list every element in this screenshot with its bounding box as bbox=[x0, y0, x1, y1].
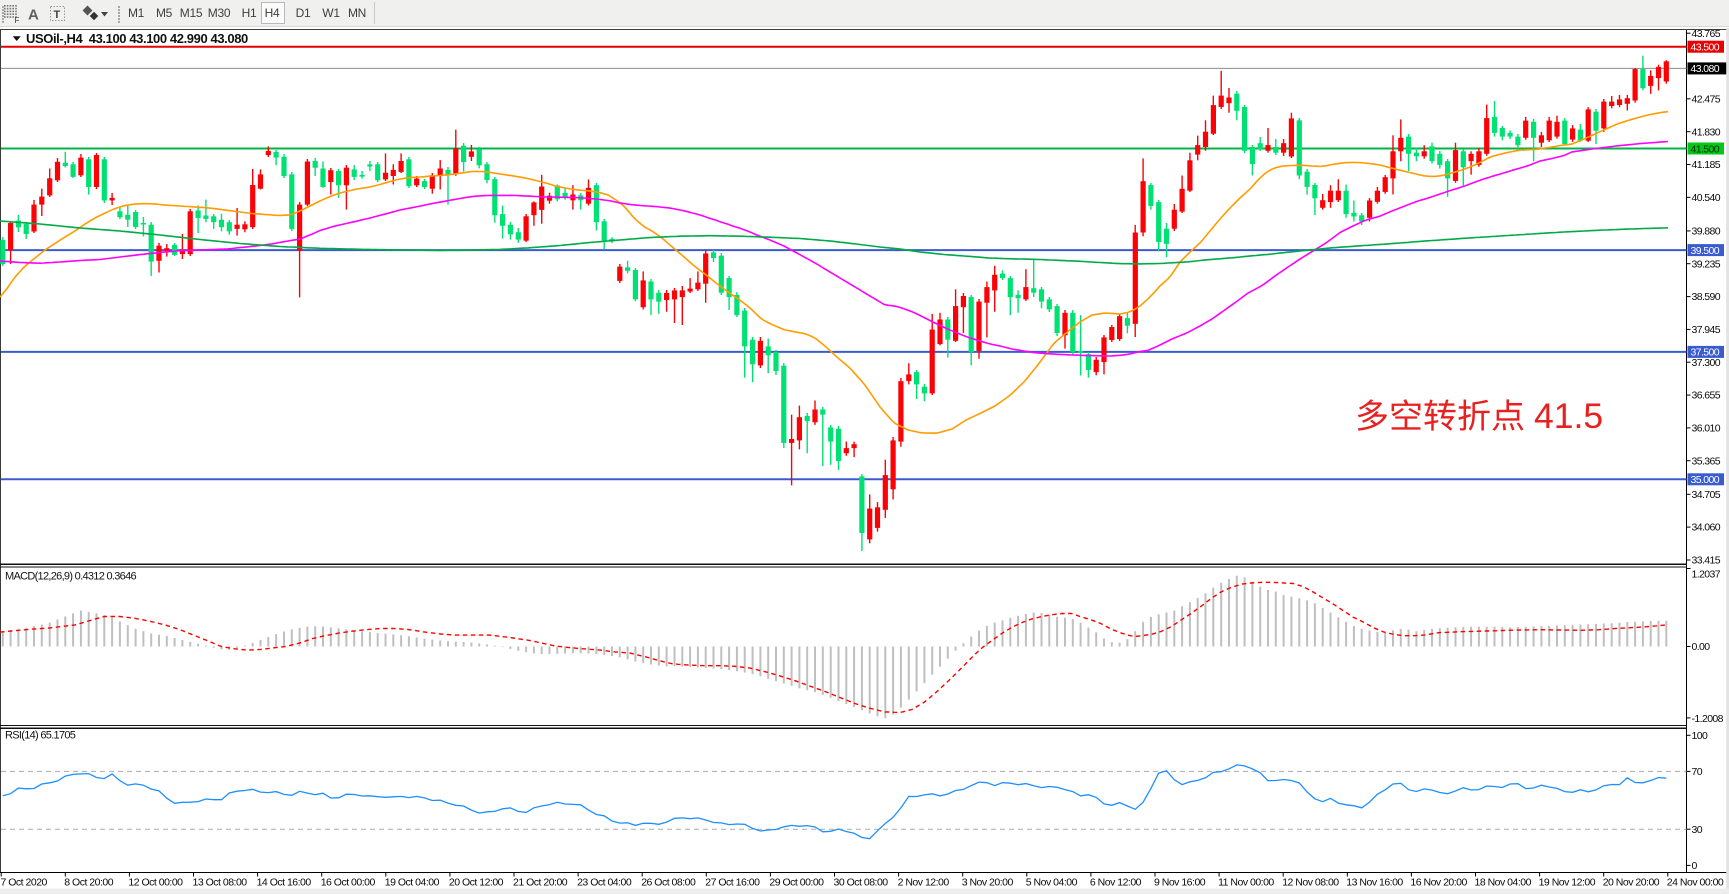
svg-text:43.500: 43.500 bbox=[1691, 42, 1720, 54]
svg-text:H1: H1 bbox=[242, 6, 257, 20]
svg-text:26 Oct 08:00: 26 Oct 08:00 bbox=[641, 877, 696, 889]
svg-text:8 Oct 20:00: 8 Oct 20:00 bbox=[64, 877, 113, 889]
svg-text:0.00: 0.00 bbox=[1692, 641, 1711, 653]
svg-text:29 Oct 00:00: 29 Oct 00:00 bbox=[769, 877, 824, 889]
svg-text:M1: M1 bbox=[128, 6, 145, 20]
svg-text:35.000: 35.000 bbox=[1691, 474, 1720, 486]
svg-text:5 Nov 04:00: 5 Nov 04:00 bbox=[1026, 877, 1078, 889]
svg-text:T: T bbox=[54, 9, 61, 21]
svg-text:20 Nov 20:00: 20 Nov 20:00 bbox=[1603, 877, 1660, 889]
svg-text:USOil-,H4 43.100 43.100 42.99: USOil-,H4 43.100 43.100 42.990 43.080 bbox=[26, 31, 248, 46]
svg-text:16 Oct 00:00: 16 Oct 00:00 bbox=[321, 877, 376, 889]
svg-text:40.540: 40.540 bbox=[1692, 192, 1721, 204]
svg-text:37.300: 37.300 bbox=[1692, 357, 1721, 369]
svg-text:23 Oct 04:00: 23 Oct 04:00 bbox=[577, 877, 632, 889]
svg-text:F: F bbox=[15, 16, 20, 25]
svg-text:13 Nov 16:00: 13 Nov 16:00 bbox=[1346, 877, 1403, 889]
svg-text:A: A bbox=[28, 7, 39, 24]
svg-text:34.705: 34.705 bbox=[1692, 489, 1721, 501]
svg-text:16 Nov 20:00: 16 Nov 20:00 bbox=[1410, 877, 1467, 889]
svg-text:43.080: 43.080 bbox=[1691, 63, 1720, 75]
svg-text:39.235: 39.235 bbox=[1692, 258, 1721, 270]
svg-text:34.060: 34.060 bbox=[1692, 522, 1721, 534]
svg-text:27 Oct 16:00: 27 Oct 16:00 bbox=[705, 877, 760, 889]
svg-text:W1: W1 bbox=[322, 6, 340, 20]
svg-text:36.010: 36.010 bbox=[1692, 423, 1721, 435]
svg-text:MN: MN bbox=[348, 6, 366, 20]
svg-text:M30: M30 bbox=[208, 6, 231, 20]
svg-text:11 Nov 00:00: 11 Nov 00:00 bbox=[1218, 877, 1274, 889]
svg-text:39.880: 39.880 bbox=[1692, 226, 1721, 238]
svg-text:3 Nov 20:00: 3 Nov 20:00 bbox=[962, 877, 1014, 889]
svg-text:20 Oct 12:00: 20 Oct 12:00 bbox=[449, 877, 504, 889]
svg-text:24 Nov 00:00: 24 Nov 00:00 bbox=[1667, 877, 1724, 889]
svg-text:30 Oct 08:00: 30 Oct 08:00 bbox=[834, 877, 889, 889]
svg-text:43.765: 43.765 bbox=[1692, 28, 1721, 40]
svg-text:21 Oct 20:00: 21 Oct 20:00 bbox=[513, 877, 568, 889]
svg-text:38.590: 38.590 bbox=[1692, 291, 1721, 303]
svg-text:M5: M5 bbox=[156, 6, 173, 20]
svg-text:1.2037: 1.2037 bbox=[1692, 569, 1721, 581]
svg-text:35.365: 35.365 bbox=[1692, 455, 1721, 467]
svg-text:12 Oct 00:00: 12 Oct 00:00 bbox=[128, 877, 183, 889]
svg-text:7 Oct 2020: 7 Oct 2020 bbox=[1, 877, 48, 889]
svg-text:12 Nov 08:00: 12 Nov 08:00 bbox=[1282, 877, 1339, 889]
svg-text:19 Nov 12:00: 19 Nov 12:00 bbox=[1539, 877, 1596, 889]
svg-text:41.5: 41.5 bbox=[1534, 396, 1603, 436]
svg-text:30: 30 bbox=[1692, 824, 1703, 836]
svg-text:37.945: 37.945 bbox=[1692, 324, 1721, 336]
svg-text:H4: H4 bbox=[265, 6, 280, 20]
svg-text:70: 70 bbox=[1692, 766, 1703, 778]
svg-text:41.500: 41.500 bbox=[1691, 143, 1720, 155]
svg-text:MACD(12,26,9) 0.4312 0.3646: MACD(12,26,9) 0.4312 0.3646 bbox=[5, 571, 136, 583]
svg-text:14 Oct 16:00: 14 Oct 16:00 bbox=[257, 877, 312, 889]
svg-text:9 Nov 16:00: 9 Nov 16:00 bbox=[1154, 877, 1206, 889]
svg-text:42.475: 42.475 bbox=[1692, 93, 1721, 105]
svg-text:D1: D1 bbox=[296, 6, 311, 20]
svg-text:0: 0 bbox=[1692, 860, 1698, 872]
svg-text:33.415: 33.415 bbox=[1692, 555, 1721, 567]
svg-text:36.655: 36.655 bbox=[1692, 390, 1721, 402]
svg-text:19 Oct 04:00: 19 Oct 04:00 bbox=[385, 877, 440, 889]
svg-text:41.185: 41.185 bbox=[1692, 159, 1721, 171]
svg-text:6 Nov 12:00: 6 Nov 12:00 bbox=[1090, 877, 1142, 889]
svg-text:37.500: 37.500 bbox=[1691, 347, 1720, 359]
svg-text:41.830: 41.830 bbox=[1692, 126, 1721, 138]
svg-text:100: 100 bbox=[1692, 730, 1708, 742]
svg-text:13 Oct 08:00: 13 Oct 08:00 bbox=[193, 877, 248, 889]
svg-text:M15: M15 bbox=[180, 6, 203, 20]
svg-text:39.500: 39.500 bbox=[1691, 245, 1720, 257]
svg-text:RSI(14) 65.1705: RSI(14) 65.1705 bbox=[5, 730, 76, 742]
svg-text:18 Nov 04:00: 18 Nov 04:00 bbox=[1475, 877, 1532, 889]
svg-text:2 Nov 12:00: 2 Nov 12:00 bbox=[898, 877, 950, 889]
svg-text:-1.2008: -1.2008 bbox=[1692, 713, 1724, 725]
